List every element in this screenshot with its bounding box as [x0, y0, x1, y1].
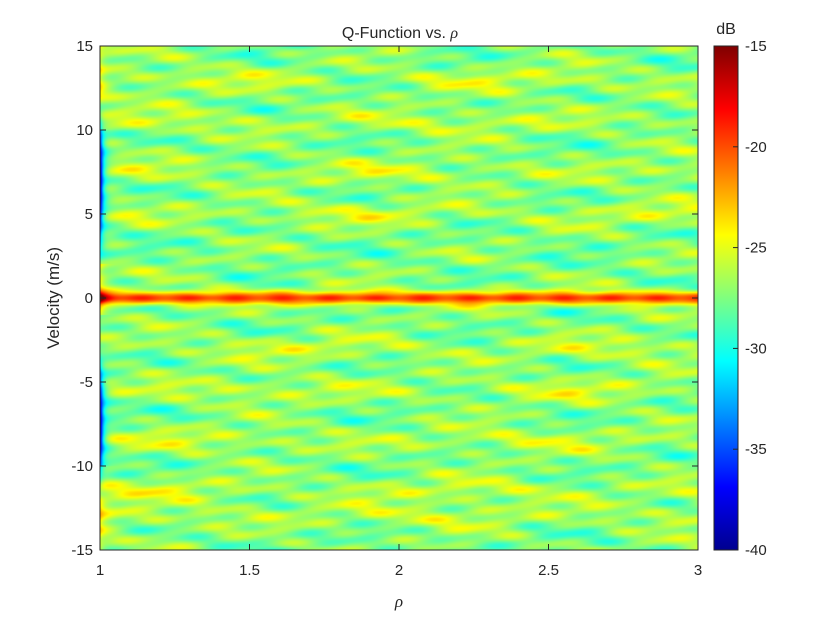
- heatmap-canvas: [100, 46, 698, 550]
- heatmap-plot-area: [100, 46, 698, 550]
- y-tick-label-1: -10: [71, 458, 93, 475]
- colorbar-frame: [713, 45, 739, 551]
- colorbar-tick-label-2: -25: [745, 240, 767, 257]
- colorbar-tick-label-5: -40: [745, 542, 767, 559]
- x-axis: 1 1.5 2 2.5 3: [96, 46, 702, 579]
- colorbar-axis: -15 -20 -25 -30 -35 -40: [733, 38, 767, 559]
- y-tick-label-4: 5: [85, 206, 93, 223]
- colorbar-label: dB: [716, 21, 736, 38]
- x-tick-label-1: 1.5: [239, 562, 260, 579]
- x-tick-label-0: 1: [96, 562, 104, 579]
- x-axis-label: ρ: [394, 592, 403, 611]
- colorbar: [714, 46, 738, 550]
- colorbar-tick-label-1: -20: [745, 139, 767, 156]
- x-tick-label-3: 2.5: [538, 562, 559, 579]
- x-tick-label-2: 2: [395, 562, 403, 579]
- y-tick-label-0: -15: [71, 542, 93, 559]
- y-tick-label-5: 10: [76, 122, 93, 139]
- y-tick-label-6: 15: [76, 38, 93, 55]
- chart-title: Q-Function vs. ρ: [342, 25, 458, 42]
- colorbar-tick-label-3: -30: [745, 340, 767, 357]
- y-tick-label-3: 0: [85, 290, 93, 307]
- colorbar-tick-label-0: -15: [745, 38, 767, 55]
- y-axis: -15 -10 -5 0 5 10 15: [71, 38, 698, 559]
- colorbar-tick-label-4: -35: [745, 441, 767, 458]
- y-tick-label-2: -5: [80, 374, 93, 391]
- x-tick-label-4: 3: [694, 562, 702, 579]
- y-axis-label: Velocity (m/s): [44, 247, 63, 349]
